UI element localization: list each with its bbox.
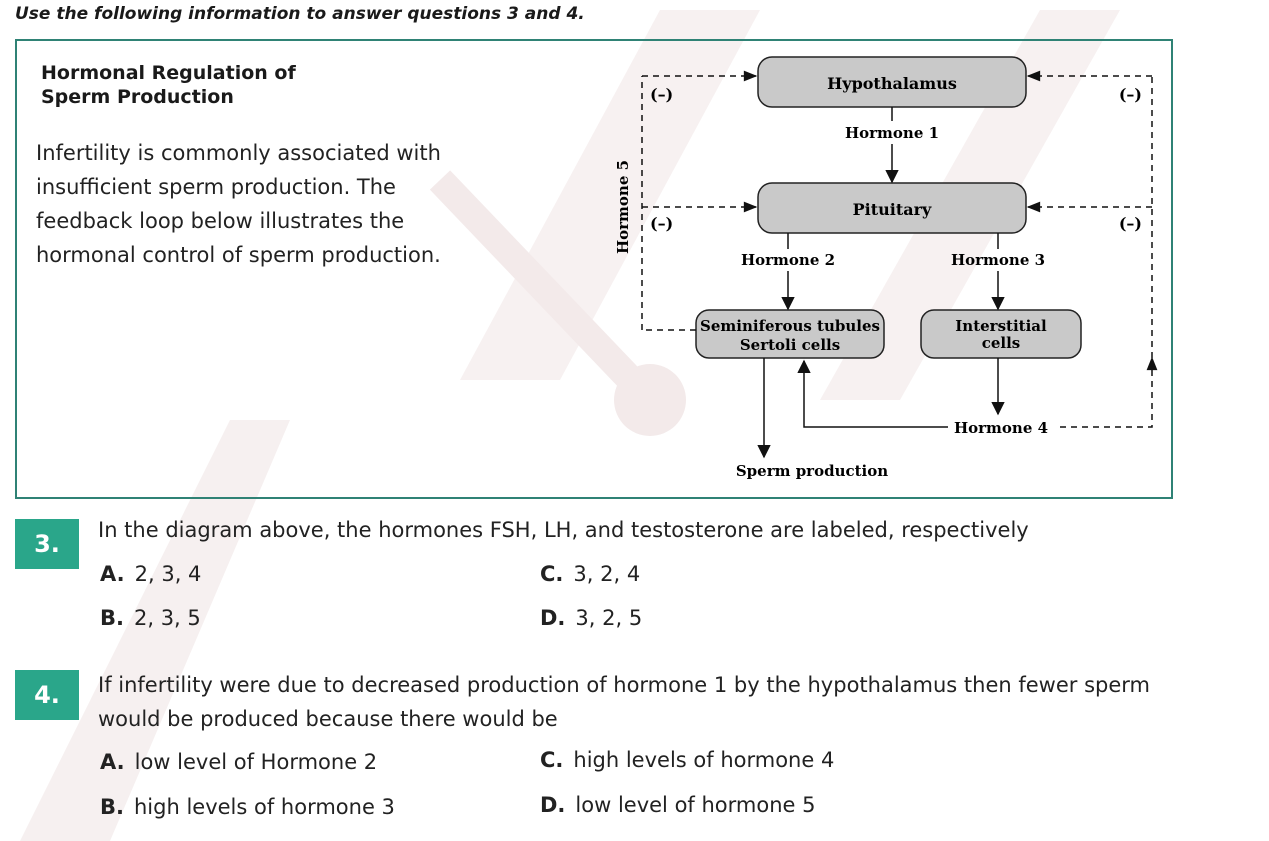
option-text: high levels of hormone 4 bbox=[573, 748, 835, 772]
option-text: 2, 3, 5 bbox=[133, 606, 201, 630]
hormone-4-label: Hormone 4 bbox=[954, 419, 1048, 437]
question-4-line2: would be produced because there would be bbox=[98, 707, 558, 731]
info-panel: Hormonal Regulation of Sperm Production … bbox=[15, 39, 1173, 499]
panel-paragraph: Infertility is commonly associated with … bbox=[36, 141, 441, 267]
hormone-3-label: Hormone 3 bbox=[951, 251, 1045, 269]
option-text: 2, 3, 4 bbox=[134, 562, 202, 586]
question-3-badge: 3. bbox=[15, 519, 79, 569]
q3-option-a[interactable]: A. 2, 3, 4 bbox=[100, 562, 201, 586]
panel-title-line1: Hormonal Regulation of bbox=[41, 62, 296, 84]
option-letter: B. bbox=[100, 606, 124, 630]
q4-option-c[interactable]: C. high levels of hormone 4 bbox=[540, 748, 834, 772]
instructions: Use the following information to answer … bbox=[15, 4, 585, 24]
option-letter: B. bbox=[100, 795, 124, 819]
panel-title: Hormonal Regulation of Sperm Production bbox=[41, 61, 341, 109]
seminiferous-label-1: Seminiferous tubules bbox=[700, 317, 880, 335]
option-letter: D. bbox=[540, 793, 566, 817]
question-3-text: In the diagram above, the hormones FSH, … bbox=[98, 518, 1029, 542]
q4-option-a[interactable]: A. low level of Hormone 2 bbox=[100, 750, 377, 774]
negative-sign-pituitary-right: (–) bbox=[1119, 214, 1142, 233]
panel-title-line2: Sperm Production bbox=[41, 86, 234, 108]
negative-sign-hypothalamus-right: (–) bbox=[1119, 85, 1142, 104]
interstitial-label-2: cells bbox=[982, 334, 1021, 352]
option-text: 3, 2, 5 bbox=[575, 606, 643, 630]
negative-sign-hypothalamus-left: (–) bbox=[650, 85, 673, 104]
option-letter: D. bbox=[540, 606, 566, 630]
hormone-2-label: Hormone 2 bbox=[741, 251, 835, 269]
q4-option-b[interactable]: B. high levels of hormone 3 bbox=[100, 795, 395, 819]
question-4-line1: If infertility were due to decreased pro… bbox=[98, 673, 1150, 697]
option-text: 3, 2, 4 bbox=[573, 562, 641, 586]
interstitial-label-1: Interstitial bbox=[955, 317, 1047, 335]
option-letter: C. bbox=[540, 562, 564, 586]
option-text: low level of Hormone 2 bbox=[134, 750, 378, 774]
feedback-diagram: Hypothalamus Pituitary Seminiferous tubu… bbox=[614, 56, 1158, 480]
option-letter: A. bbox=[100, 562, 125, 586]
option-letter: C. bbox=[540, 748, 564, 772]
question-4-badge: 4. bbox=[15, 670, 79, 720]
hormone-1-label: Hormone 1 bbox=[845, 124, 939, 142]
q4-option-d[interactable]: D. low level of hormone 5 bbox=[540, 793, 815, 817]
pituitary-label: Pituitary bbox=[853, 200, 932, 219]
sperm-production-label: Sperm production bbox=[736, 462, 888, 480]
seminiferous-label-2: Sertoli cells bbox=[740, 336, 840, 354]
option-text: high levels of hormone 3 bbox=[133, 795, 395, 819]
question-4-text: If infertility were due to decreased pro… bbox=[98, 668, 1150, 736]
q3-option-c[interactable]: C. 3, 2, 4 bbox=[540, 562, 640, 586]
option-letter: A. bbox=[100, 750, 125, 774]
hypothalamus-label: Hypothalamus bbox=[827, 74, 957, 93]
q3-option-b[interactable]: B. 2, 3, 5 bbox=[100, 606, 201, 630]
hormone-5-label: Hormone 5 bbox=[614, 160, 632, 254]
q3-option-d[interactable]: D. 3, 2, 5 bbox=[540, 606, 642, 630]
option-text: low level of hormone 5 bbox=[575, 793, 816, 817]
negative-sign-pituitary-left: (–) bbox=[650, 214, 673, 233]
